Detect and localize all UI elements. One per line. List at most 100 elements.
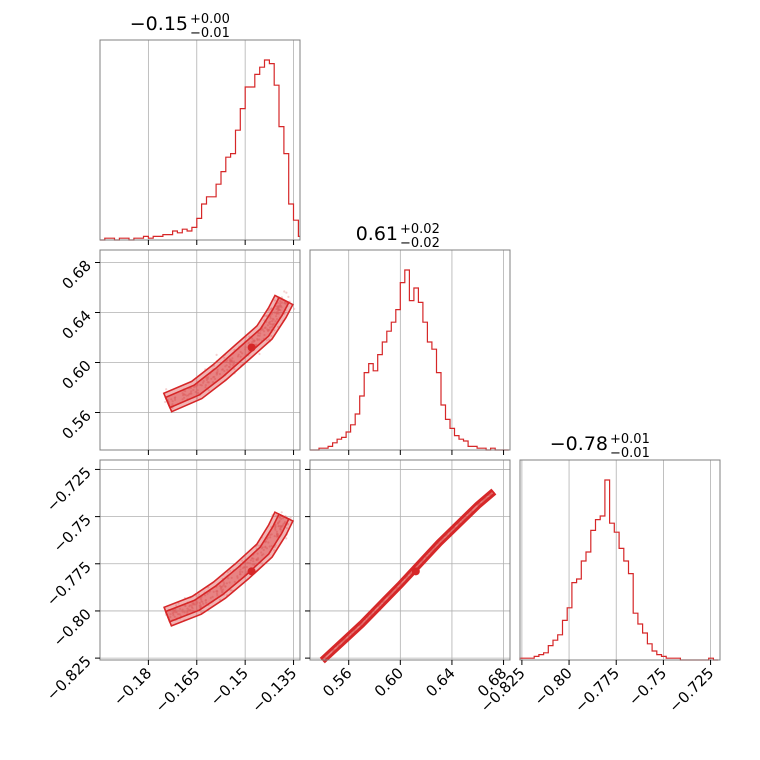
scatter-point — [190, 604, 193, 607]
scatter-point — [275, 530, 278, 533]
scatter-point — [233, 580, 236, 584]
scatter-point — [204, 599, 207, 602]
y-tick-label: −0.75 — [50, 511, 95, 556]
scatter-point — [257, 544, 260, 547]
histogram-1 — [310, 269, 509, 451]
scatter-point — [224, 585, 227, 588]
scatter-point — [253, 563, 256, 566]
scatter-point — [182, 393, 186, 396]
scatter-point — [211, 595, 214, 599]
scatter-point — [210, 377, 213, 380]
scatter-point — [252, 560, 255, 563]
scatter-point — [230, 576, 233, 580]
scatter-point — [239, 570, 242, 574]
scatter-point — [236, 355, 240, 358]
scatter-point — [223, 369, 226, 373]
scatter-point — [231, 361, 234, 364]
scatter-point — [200, 611, 203, 614]
scatter-point — [280, 517, 283, 521]
scatter-point — [204, 384, 207, 387]
scatter-point — [198, 593, 201, 596]
scatter-point — [267, 321, 271, 324]
scatter-point — [280, 301, 284, 304]
scatter-point — [221, 368, 224, 371]
scatter-point — [267, 309, 270, 312]
scatter-point — [264, 541, 267, 544]
scatter-point — [202, 602, 205, 605]
scatter-point — [171, 400, 174, 403]
x-tick-label: 0.60 — [371, 664, 407, 700]
title-value: −0.78 — [550, 433, 608, 455]
scatter-point — [262, 330, 266, 333]
contour-center-3 — [247, 343, 256, 352]
scatter-point — [252, 557, 255, 560]
scatter-point — [181, 398, 184, 401]
scatter-point — [275, 318, 279, 321]
scatter-point — [258, 334, 261, 337]
scatter-point — [284, 302, 287, 305]
scatter-point — [189, 609, 192, 612]
scatter-point — [181, 608, 184, 611]
x-tick-label: −0.15 — [207, 664, 252, 709]
scatter-point — [279, 302, 282, 305]
panel-title-2: −0.78 +0.01−0.01 — [550, 432, 650, 461]
y-tick-label: −0.725 — [43, 464, 95, 516]
scatter-point — [260, 551, 263, 554]
scatter-point — [258, 338, 261, 341]
scatter-point — [233, 368, 236, 371]
scatter-point — [265, 547, 269, 550]
scatter-point — [269, 536, 272, 539]
scatter-point — [173, 615, 176, 618]
scatter-point — [215, 592, 219, 595]
scatter-point — [269, 326, 272, 329]
scatter-point — [248, 562, 251, 565]
title-value: −0.15 — [130, 13, 188, 35]
panel-title-1: 0.61 +0.02−0.02 — [356, 222, 440, 251]
scatter-point — [275, 315, 278, 318]
contour-center-5 — [411, 567, 420, 576]
panel-frame-1 — [309, 249, 511, 451]
scatter-point — [430, 549, 434, 552]
scatter-point — [273, 549, 276, 552]
scatter-point — [204, 386, 207, 389]
scatter-point — [226, 571, 230, 574]
scatter-point — [272, 318, 275, 321]
scatter-point — [261, 328, 264, 331]
scatter-point — [173, 396, 176, 400]
scatter-point — [236, 576, 239, 579]
scatter-point — [280, 511, 283, 514]
scatter-point — [169, 613, 172, 616]
histogram-2 — [519, 479, 719, 661]
scatter-point — [265, 339, 268, 342]
title-upper: +0.01 — [610, 432, 650, 447]
titles-layer: −0.15 +0.00−0.010.61 +0.02−0.02−0.78 +0.01−… — [130, 12, 650, 461]
scatter-point — [183, 396, 186, 399]
scatter-point — [216, 594, 219, 597]
scatter-point — [270, 544, 273, 548]
scatter-point — [427, 553, 430, 556]
scatter-point — [239, 355, 242, 358]
grid-layer — [100, 40, 711, 660]
scatter-point — [228, 361, 231, 364]
scatter-point — [209, 596, 212, 600]
scatter-point — [266, 324, 269, 327]
scatter-point — [241, 567, 244, 570]
scatter-point — [256, 338, 259, 342]
scatter-point — [241, 352, 244, 355]
frames-layer — [99, 39, 721, 661]
scatter-point — [274, 320, 277, 323]
scatter-point — [241, 559, 244, 562]
scatter-point — [257, 331, 260, 334]
scatter-point — [202, 381, 205, 384]
scatter-point — [225, 360, 228, 363]
scatter-point — [171, 403, 174, 406]
scatter-point — [202, 380, 205, 383]
scatter-point — [273, 311, 276, 314]
scatter-point — [164, 400, 167, 404]
scatter-point — [186, 607, 189, 610]
scatter-point — [278, 519, 281, 523]
scatter-point — [271, 325, 274, 328]
scatter-point — [224, 365, 227, 368]
x-tick-label: −0.725 — [665, 664, 717, 716]
scatter-point — [268, 545, 271, 548]
